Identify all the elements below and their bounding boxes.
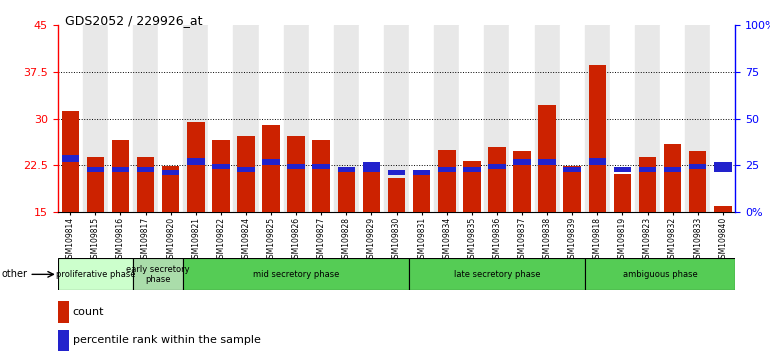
Bar bbox=[584, 25, 610, 212]
Bar bbox=[162, 166, 179, 212]
Text: percentile rank within the sample: percentile rank within the sample bbox=[72, 335, 260, 346]
Bar bbox=[564, 167, 581, 172]
Bar bbox=[58, 301, 69, 323]
Bar bbox=[384, 25, 409, 212]
Bar bbox=[363, 162, 380, 172]
Bar bbox=[510, 25, 534, 212]
Bar bbox=[83, 25, 108, 212]
Bar bbox=[635, 25, 660, 212]
Bar bbox=[187, 122, 205, 212]
Text: ambiguous phase: ambiguous phase bbox=[623, 270, 698, 279]
Bar bbox=[639, 167, 656, 172]
Bar bbox=[287, 164, 305, 169]
Bar bbox=[588, 158, 606, 166]
Bar bbox=[438, 150, 456, 212]
Bar bbox=[514, 151, 531, 212]
Bar bbox=[484, 25, 510, 212]
Bar bbox=[463, 167, 480, 172]
Bar bbox=[488, 164, 506, 169]
Bar bbox=[309, 25, 334, 212]
Bar bbox=[463, 161, 480, 212]
Bar bbox=[108, 25, 133, 212]
Bar bbox=[283, 25, 309, 212]
Bar bbox=[212, 141, 229, 212]
Bar bbox=[212, 164, 229, 169]
Bar bbox=[112, 167, 129, 172]
Bar bbox=[689, 151, 707, 212]
Bar bbox=[564, 166, 581, 212]
Bar bbox=[259, 25, 283, 212]
Bar bbox=[209, 25, 233, 212]
Text: late secretory phase: late secretory phase bbox=[454, 270, 541, 279]
Bar bbox=[538, 159, 556, 166]
Bar bbox=[58, 330, 69, 351]
Bar bbox=[664, 167, 681, 172]
Text: early secretory
phase: early secretory phase bbox=[126, 265, 190, 284]
Bar bbox=[413, 175, 430, 212]
Bar bbox=[413, 170, 430, 175]
Bar bbox=[388, 178, 405, 212]
Bar bbox=[534, 25, 560, 212]
Bar bbox=[714, 206, 732, 212]
Bar bbox=[434, 25, 459, 212]
Bar bbox=[233, 25, 259, 212]
Bar bbox=[263, 159, 280, 166]
Text: proliferative phase: proliferative phase bbox=[55, 270, 136, 279]
Bar bbox=[610, 25, 635, 212]
Bar bbox=[560, 25, 584, 212]
Bar bbox=[584, 258, 735, 290]
Bar bbox=[313, 141, 330, 212]
Bar bbox=[263, 125, 280, 212]
Bar bbox=[337, 167, 355, 172]
Bar bbox=[337, 167, 355, 212]
Bar bbox=[538, 105, 556, 212]
Bar bbox=[334, 25, 359, 212]
Bar bbox=[685, 25, 710, 212]
Bar bbox=[588, 65, 606, 212]
Bar bbox=[162, 170, 179, 175]
Bar bbox=[660, 25, 685, 212]
Text: GDS2052 / 229926_at: GDS2052 / 229926_at bbox=[65, 14, 203, 27]
Bar bbox=[313, 164, 330, 169]
Bar bbox=[614, 173, 631, 212]
Bar bbox=[287, 136, 305, 212]
Bar bbox=[112, 141, 129, 212]
Bar bbox=[614, 167, 631, 172]
Bar bbox=[409, 258, 584, 290]
Bar bbox=[438, 167, 456, 172]
Bar bbox=[714, 162, 732, 172]
Bar bbox=[237, 167, 255, 172]
Bar bbox=[710, 25, 735, 212]
Bar bbox=[639, 158, 656, 212]
Bar bbox=[514, 159, 531, 166]
Bar bbox=[237, 136, 255, 212]
Bar bbox=[137, 167, 154, 172]
Bar bbox=[409, 25, 434, 212]
Bar bbox=[133, 25, 158, 212]
Bar bbox=[488, 147, 506, 212]
Bar bbox=[58, 25, 83, 212]
Bar bbox=[689, 164, 707, 169]
Bar bbox=[62, 111, 79, 212]
Bar bbox=[183, 258, 409, 290]
Bar bbox=[158, 25, 183, 212]
Text: count: count bbox=[72, 307, 104, 317]
Bar bbox=[459, 25, 484, 212]
Bar bbox=[86, 167, 104, 172]
Bar bbox=[62, 155, 79, 162]
Bar bbox=[86, 158, 104, 212]
Bar bbox=[363, 166, 380, 212]
Bar bbox=[183, 25, 209, 212]
Bar bbox=[58, 258, 133, 290]
Bar bbox=[359, 25, 384, 212]
Text: other: other bbox=[2, 269, 28, 279]
Bar bbox=[388, 170, 405, 175]
Bar bbox=[187, 158, 205, 166]
Text: mid secretory phase: mid secretory phase bbox=[253, 270, 340, 279]
Bar bbox=[664, 144, 681, 212]
Bar bbox=[137, 158, 154, 212]
Bar bbox=[133, 258, 183, 290]
